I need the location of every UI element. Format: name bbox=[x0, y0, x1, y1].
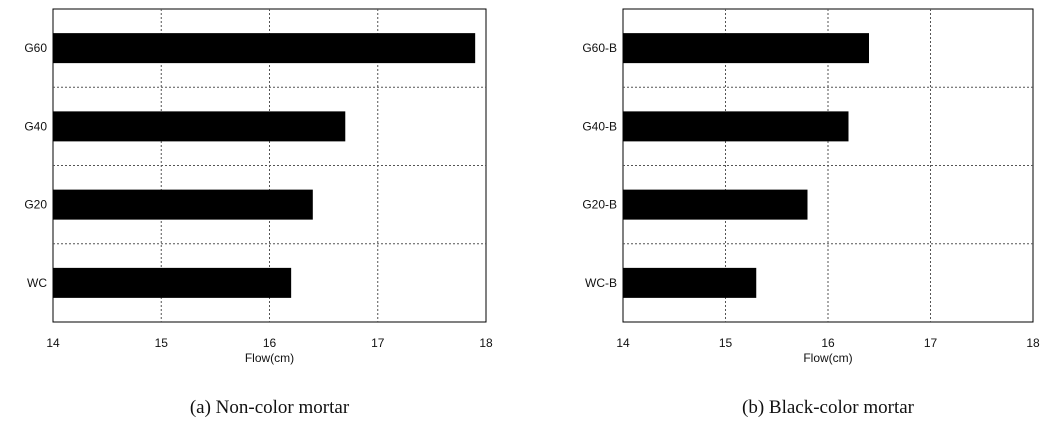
chart-b: G60-B G40-B G20-B WC-B 14 15 16 17 18 Flow(cm) (b)… bbox=[582, 8, 1040, 418]
bar-g40-b bbox=[623, 111, 849, 142]
x-tick-label: 17 bbox=[924, 336, 938, 350]
x-tick-label: 15 bbox=[155, 336, 169, 350]
x-tick-label: 14 bbox=[46, 336, 60, 350]
x-tick-label: 16 bbox=[821, 336, 835, 350]
category-label: G20-B bbox=[582, 198, 617, 212]
x-tick-label: 15 bbox=[719, 336, 733, 350]
bar-wc-b bbox=[623, 267, 757, 298]
x-tick-label: 18 bbox=[1026, 336, 1040, 350]
chart-panel-a: G60 G40 G20 WC 14 15 16 17 18 Flow(cm) (a) Non-col… bbox=[24, 8, 493, 418]
bar-g40 bbox=[53, 111, 346, 142]
chart-panel-b: G60-B G40-B G20-B WC-B 14 15 16 17 18 Flow(cm) (b)… bbox=[527, 0, 1053, 424]
category-label: WC-B bbox=[585, 276, 617, 290]
category-label: G20 bbox=[24, 198, 47, 212]
category-label: G40 bbox=[24, 119, 47, 133]
x-tick-label: 14 bbox=[616, 336, 630, 350]
x-tick-label: 16 bbox=[263, 336, 277, 350]
x-axis-label: Flow(cm) bbox=[803, 351, 852, 365]
x-tick-label: 17 bbox=[371, 336, 385, 350]
bar-g20 bbox=[53, 189, 313, 220]
x-tick-label: 18 bbox=[479, 336, 493, 350]
bar-g60 bbox=[53, 33, 476, 64]
bar-g60-b bbox=[623, 33, 869, 64]
category-label: G40-B bbox=[582, 119, 617, 133]
chart-caption: (b) Black-color mortar bbox=[742, 397, 915, 418]
category-label: G60 bbox=[24, 41, 47, 55]
category-label: WC bbox=[27, 276, 47, 290]
bar-wc bbox=[53, 267, 292, 298]
chart-a: G60 G40 G20 WC 14 15 16 17 18 Flow(cm) (a) Non-col… bbox=[24, 8, 493, 418]
bar-g20-b bbox=[623, 189, 808, 220]
category-label: G60-B bbox=[582, 41, 617, 55]
x-axis-label: Flow(cm) bbox=[245, 351, 294, 365]
chart-caption: (a) Non-color mortar bbox=[190, 397, 350, 418]
